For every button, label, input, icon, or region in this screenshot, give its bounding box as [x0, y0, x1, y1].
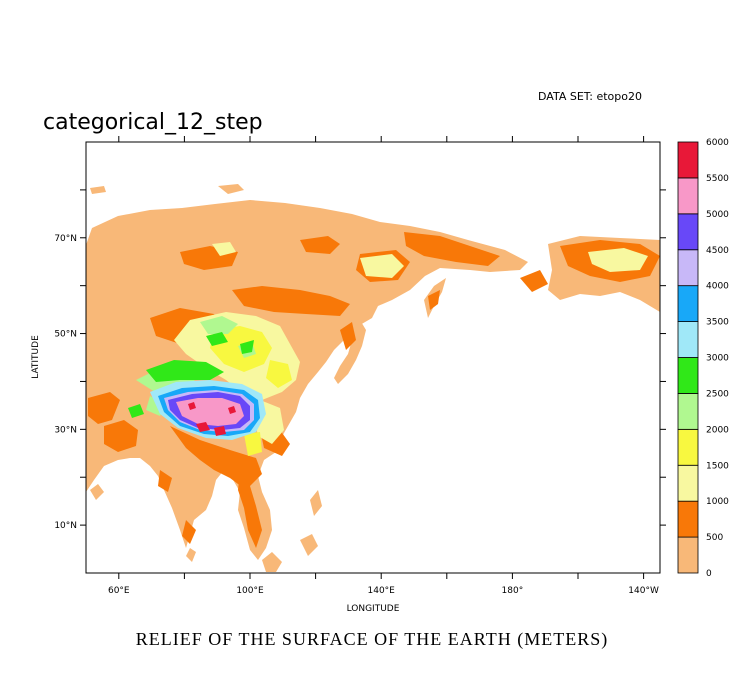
- x-tick-label: 60°E: [108, 586, 130, 596]
- data-set-label: DATA SET: etopo20: [538, 90, 642, 103]
- x-tick-label: 140°W: [628, 586, 659, 596]
- x-tick-label: 100°E: [236, 586, 264, 596]
- y-axis-label: LATITUDE: [31, 335, 41, 379]
- colorbar-box: [677, 500, 699, 538]
- y-tick-label: 10°N: [54, 521, 77, 531]
- y-axis-ticks: 10°N 30°N 50°N 70°N: [54, 189, 666, 531]
- y-tick-label: 30°N: [54, 425, 77, 435]
- colorbar-label: 3000: [706, 354, 729, 364]
- x-tick-label: 180°: [502, 586, 524, 596]
- colorbar-box: [677, 321, 699, 358]
- colorbar-label: 4000: [706, 282, 729, 292]
- colorbar-label: 6000: [706, 138, 729, 148]
- colorbar-box: [677, 285, 699, 322]
- x-tick-label: 140°E: [368, 586, 396, 596]
- colorbar-box: [677, 249, 699, 287]
- chart-title: categorical_12_step: [43, 110, 263, 135]
- colorbar-label: 0: [706, 569, 712, 579]
- colorbar-label: 1500: [706, 461, 729, 471]
- colorbar-box: [677, 464, 699, 502]
- x-axis-ticks: 60°E 100°E 140°E 180° 140°W: [108, 136, 659, 596]
- colorbar-box: [677, 141, 699, 179]
- map-plot-area: [85, 141, 661, 574]
- figure-caption: RELIEF OF THE SURFACE OF THE EARTH (METE…: [136, 629, 608, 650]
- land-mountain-5500: [188, 402, 236, 436]
- land-mountain-2500: [128, 332, 254, 418]
- colorbar-label: 2000: [706, 425, 729, 435]
- colorbar-label: 2500: [706, 389, 729, 399]
- colorbar-box: [677, 393, 699, 430]
- colorbar: 0 500 1000 1500 2000 2500 3000 3500 4000 4500 5000…: [677, 138, 729, 579]
- colorbar-box: [677, 357, 699, 394]
- colorbar-box: [677, 428, 699, 466]
- colorbar-box: [677, 536, 699, 574]
- colorbar-box: [677, 177, 699, 215]
- colorbar-label: 5000: [706, 210, 729, 220]
- colorbar-label: 5500: [706, 174, 729, 184]
- colorbar-label: 500: [706, 533, 723, 543]
- colorbar-label: 3500: [706, 318, 729, 328]
- y-tick-label: 70°N: [54, 234, 77, 244]
- y-tick-label: 50°N: [54, 330, 77, 340]
- plot-frame: [85, 141, 661, 574]
- colorbar-label: 1000: [706, 497, 729, 507]
- colorbar-box: [677, 213, 699, 251]
- x-axis-label: LONGITUDE: [347, 604, 400, 614]
- colorbar-label: 4500: [706, 246, 729, 256]
